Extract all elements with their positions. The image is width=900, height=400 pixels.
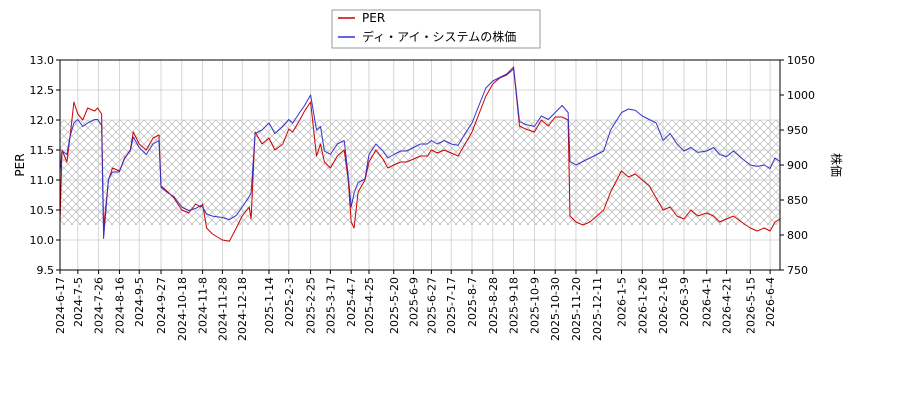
x-tick-label: 2025-7-17 bbox=[445, 277, 458, 334]
right-axis-title: 株価 bbox=[829, 153, 844, 177]
x-tick-label: 2026-1-26 bbox=[636, 277, 649, 334]
x-tick-label: 2025-10-30 bbox=[549, 277, 562, 341]
right-tick-label: 800 bbox=[787, 229, 808, 242]
left-y-axis: 9.5 10.0 10.5 11.0 11.5 12.0 12.5 13.0 bbox=[30, 54, 60, 277]
x-tick-label: 2024-10-18 bbox=[176, 277, 189, 341]
x-tick-label: 2024-8-16 bbox=[113, 277, 126, 334]
x-tick-label: 2025-4-7 bbox=[345, 277, 358, 327]
right-y-axis: 750 800 850 900 950 1000 1050 bbox=[780, 54, 815, 277]
x-tick-label: 2025-11-20 bbox=[570, 277, 583, 341]
x-tick-label: 2024-12-18 bbox=[236, 277, 249, 341]
left-tick-label: 13.0 bbox=[30, 54, 55, 67]
x-tick-label: 2025-2-3 bbox=[283, 277, 296, 327]
legend: PER ディ・アイ・システムの株価 bbox=[331, 9, 541, 49]
x-tick-label: 2026-3-9 bbox=[678, 277, 691, 327]
right-tick-label: 850 bbox=[787, 194, 808, 207]
stock-price-line bbox=[60, 66, 780, 239]
x-tick-label: 2025-5-20 bbox=[388, 277, 401, 334]
x-tick-label: 2025-9-18 bbox=[508, 277, 521, 334]
left-tick-label: 11.5 bbox=[30, 144, 55, 157]
x-tick-label: 2026-6-4 bbox=[764, 277, 777, 327]
series-layer bbox=[60, 66, 780, 242]
right-tick-label: 1000 bbox=[787, 89, 815, 102]
x-tick-label: 2026-5-15 bbox=[744, 277, 757, 334]
x-tick-label: 2024-6-17 bbox=[54, 277, 67, 334]
x-tick-label: 2024-11-8 bbox=[197, 277, 210, 334]
legend-label-price: ディ・アイ・システムの株価 bbox=[362, 29, 516, 44]
legend-box bbox=[331, 9, 541, 49]
x-axis: 2024-6-17 2024-7-5 2024-7-26 2024-8-16 2024-… bbox=[54, 270, 777, 341]
x-tick-label: 2025-1-14 bbox=[263, 277, 276, 334]
x-tick-label: 2025-4-25 bbox=[363, 277, 376, 334]
right-tick-label: 1050 bbox=[787, 54, 815, 67]
x-tick-label: 2024-7-26 bbox=[93, 277, 106, 334]
left-tick-label: 11.0 bbox=[30, 174, 55, 187]
per-line bbox=[60, 68, 780, 242]
x-tick-label: 2026-2-16 bbox=[657, 277, 670, 334]
x-tick-label: 2025-8-28 bbox=[487, 277, 500, 334]
left-tick-label: 10.0 bbox=[30, 234, 55, 247]
x-tick-label: 2024-7-5 bbox=[72, 277, 85, 327]
x-tick-label: 2025-6-27 bbox=[425, 277, 438, 334]
x-tick-label: 2026-1-5 bbox=[616, 277, 629, 327]
left-tick-label: 12.0 bbox=[30, 114, 55, 127]
x-tick-label: 2025-8-7 bbox=[466, 277, 479, 327]
x-tick-label: 2025-3-17 bbox=[324, 277, 337, 334]
left-tick-label: 10.5 bbox=[30, 204, 55, 217]
left-tick-label: 9.5 bbox=[37, 264, 55, 277]
x-tick-label: 2025-2-25 bbox=[305, 277, 318, 334]
right-tick-label: 950 bbox=[787, 124, 808, 137]
x-tick-label: 2025-6-9 bbox=[408, 277, 421, 327]
x-tick-label: 2024-11-28 bbox=[216, 277, 229, 341]
right-tick-label: 900 bbox=[787, 159, 808, 172]
x-tick-label: 2024-9-27 bbox=[155, 277, 168, 334]
x-tick-label: 2026-4-21 bbox=[721, 277, 734, 334]
x-tick-label: 2025-12-11 bbox=[591, 277, 604, 341]
x-tick-label: 2025-10-9 bbox=[528, 277, 541, 334]
x-tick-label: 2024-9-5 bbox=[133, 277, 146, 327]
left-tick-label: 12.5 bbox=[30, 84, 55, 97]
legend-label-per: PER bbox=[362, 11, 385, 25]
right-tick-label: 750 bbox=[787, 264, 808, 277]
x-tick-label: 2026-4-1 bbox=[701, 277, 714, 327]
left-axis-title: PER bbox=[13, 153, 27, 176]
